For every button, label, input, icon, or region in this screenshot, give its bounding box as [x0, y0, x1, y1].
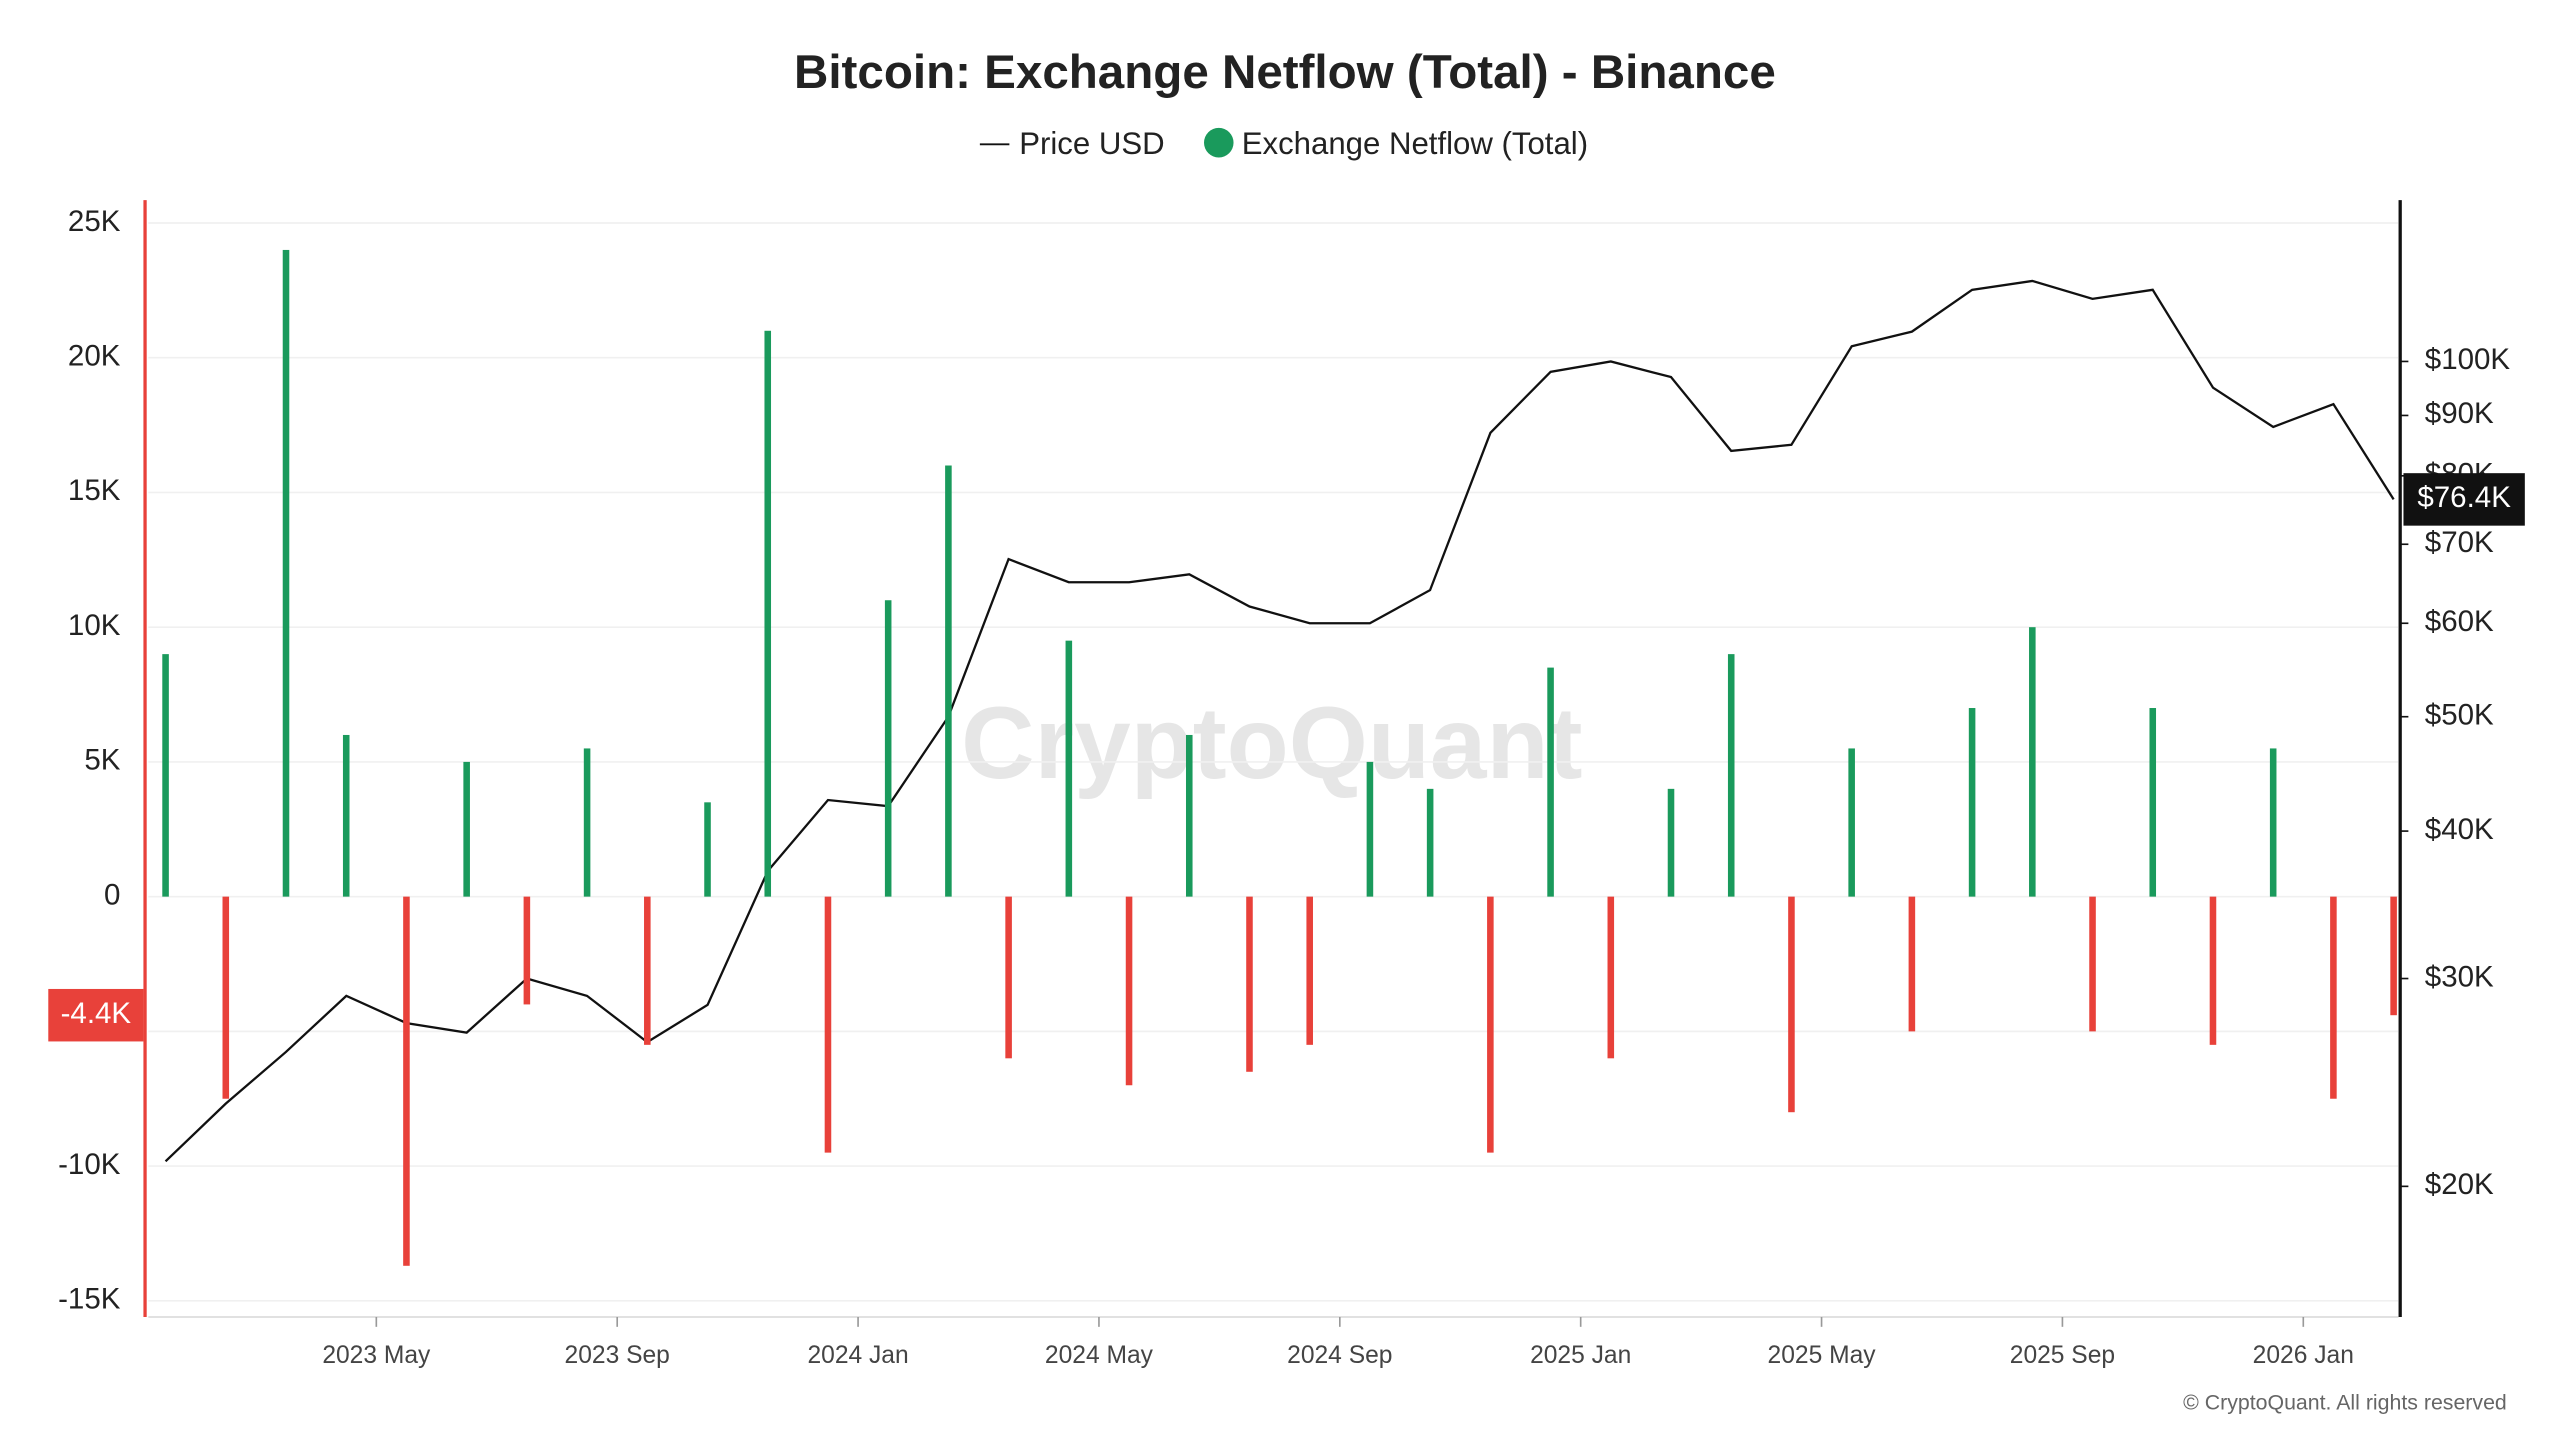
netflow-bar: [583, 748, 591, 897]
price-badge-label: $76.4K: [2417, 481, 2511, 514]
netflow-bar: [162, 654, 169, 897]
netflow-bar: [764, 330, 772, 897]
x-tick-label: 2025 May: [1768, 1342, 1877, 1369]
netflow-bar: [2089, 896, 2096, 1032]
y-tick-label: -10K: [58, 1148, 121, 1181]
netflow-bar: [2330, 896, 2337, 1099]
netflow-bar: [523, 896, 531, 1005]
netflow-bar: [704, 802, 711, 897]
y-tick-label: 5K: [84, 744, 120, 777]
y2-tick-label: $50K: [2425, 699, 2494, 732]
netflow-bar: [1607, 896, 1615, 1059]
netflow-bar: [1788, 896, 1795, 1113]
chart-title: Bitcoin: Exchange Netflow (Total) - Bina…: [794, 46, 1776, 99]
netflow-bar: [1125, 896, 1133, 1086]
netflow-bar: [1667, 788, 1675, 897]
netflow-bar: [1426, 788, 1434, 897]
y2-tick-label: $100K: [2425, 343, 2511, 376]
netflow-bar: [342, 734, 350, 897]
netflow-bar: [1547, 667, 1554, 897]
netflow-bar: [1246, 896, 1253, 1072]
y2-tick-label: $90K: [2425, 397, 2494, 430]
x-tick-label: 2025 Sep: [2010, 1342, 2115, 1369]
netflow-bar: [403, 896, 410, 1266]
netflow-bar: [1968, 708, 1976, 897]
y-tick-label: 20K: [68, 340, 121, 373]
netflow-badge: [48, 988, 144, 1042]
x-tick-label: 2024 May: [1045, 1342, 1154, 1369]
netflow-bar: [1366, 761, 1374, 897]
x-tick-label: 2023 Sep: [565, 1342, 670, 1369]
netflow-bar: [1487, 896, 1494, 1153]
netflow-bar: [222, 896, 230, 1099]
netflow-bar: [644, 896, 651, 1045]
netflow-bar: [1005, 896, 1012, 1059]
y2-tick-label: $70K: [2425, 526, 2494, 559]
x-tick-label: 2024 Sep: [1287, 1342, 1392, 1369]
y-tick-label: 10K: [68, 609, 121, 642]
netflow-badge-label: -4.4K: [61, 997, 132, 1030]
netflow-bar: [2149, 708, 2157, 897]
netflow-bar: [1306, 896, 1313, 1045]
netflow-bar: [884, 600, 892, 897]
netflow-bar: [2209, 896, 2217, 1045]
netflow-bar: [1848, 748, 1855, 897]
footer: © CryptoQuant. All rights reserved: [2183, 1391, 2507, 1415]
netflow-bar: [282, 249, 290, 897]
netflow-bar: [2029, 627, 2036, 897]
price-badge: [2403, 473, 2525, 526]
y2-tick-label: $20K: [2425, 1168, 2494, 1201]
netflow-bar: [1908, 896, 1916, 1032]
price-line: [164, 279, 2395, 1163]
netflow-bar: [2390, 896, 2397, 1016]
netflow-bar: [2269, 748, 2277, 897]
netflow-bar: [945, 465, 952, 897]
netflow-bar: [463, 761, 470, 897]
netflow-bar: [824, 896, 832, 1153]
x-tick-label: 2023 May: [322, 1342, 431, 1369]
y-tick-label: 0: [104, 878, 120, 911]
y-tick-label: 15K: [68, 474, 121, 507]
watermark: CryptoQuant: [961, 686, 1582, 800]
x-tick-label: 2024 Jan: [807, 1342, 908, 1369]
legend-label: Exchange Netflow (Total): [1242, 126, 1588, 161]
y-tick-label: -15K: [58, 1283, 121, 1316]
x-tick-label: 2025 Jan: [1530, 1342, 1631, 1369]
legend-label: Price USD: [1019, 126, 1164, 161]
legend-dot: [1204, 127, 1234, 158]
netflow-bar: [1065, 640, 1073, 897]
y2-tick-label: $60K: [2425, 605, 2494, 638]
y-tick-label: 25K: [68, 205, 121, 238]
netflow-bar: [1185, 734, 1193, 897]
netflow-bar: [1727, 654, 1735, 897]
y2-tick-label: $40K: [2425, 813, 2494, 846]
x-tick-label: 2026 Jan: [2253, 1342, 2354, 1369]
y2-tick-label: $30K: [2425, 960, 2494, 993]
